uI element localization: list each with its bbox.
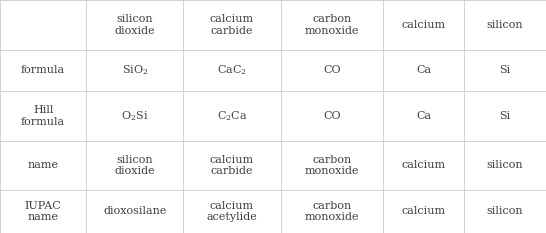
Text: carbon
monoxide: carbon monoxide (305, 155, 359, 176)
Text: Ca: Ca (416, 65, 431, 75)
Text: calcium
carbide: calcium carbide (210, 155, 254, 176)
Text: name: name (28, 161, 58, 170)
Text: silicon: silicon (486, 161, 524, 170)
Text: Si: Si (500, 65, 511, 75)
Text: CO: CO (323, 65, 341, 75)
Text: calcium: calcium (402, 161, 446, 170)
Text: carbon
monoxide: carbon monoxide (305, 201, 359, 222)
Text: $\mathregular{SiO_{2}}$: $\mathregular{SiO_{2}}$ (122, 64, 148, 77)
Text: Hill
formula: Hill formula (21, 105, 65, 127)
Text: dioxosilane: dioxosilane (103, 206, 167, 216)
Text: $\mathregular{CaC_{2}}$: $\mathregular{CaC_{2}}$ (217, 64, 247, 77)
Text: calcium
acetylide: calcium acetylide (207, 201, 257, 222)
Text: Ca: Ca (416, 111, 431, 121)
Text: Si: Si (500, 111, 511, 121)
Text: calcium: calcium (402, 20, 446, 30)
Text: carbon
monoxide: carbon monoxide (305, 14, 359, 36)
Text: formula: formula (21, 65, 65, 75)
Text: calcium
carbide: calcium carbide (210, 14, 254, 36)
Text: silicon: silicon (486, 206, 524, 216)
Text: silicon
dioxide: silicon dioxide (115, 14, 155, 36)
Text: silicon
dioxide: silicon dioxide (115, 155, 155, 176)
Text: CO: CO (323, 111, 341, 121)
Text: $\mathregular{C_{2}Ca}$: $\mathregular{C_{2}Ca}$ (217, 109, 247, 123)
Text: $\mathregular{O_{2}Si}$: $\mathregular{O_{2}Si}$ (121, 109, 149, 123)
Text: silicon: silicon (486, 20, 524, 30)
Text: calcium: calcium (402, 206, 446, 216)
Text: IUPAC
name: IUPAC name (25, 201, 62, 222)
